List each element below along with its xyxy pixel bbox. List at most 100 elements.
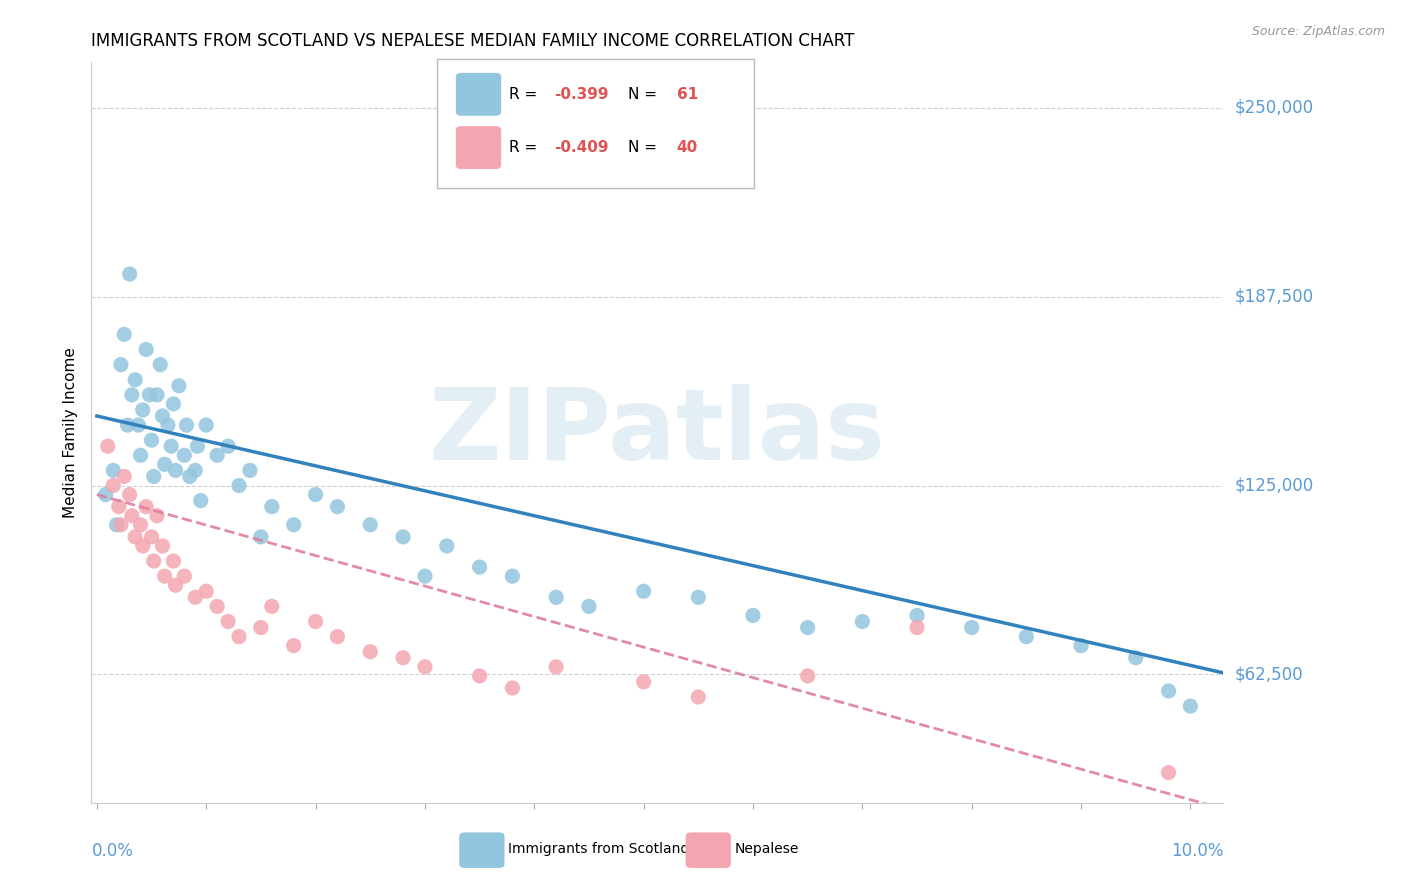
Point <box>146 388 169 402</box>
Point <box>110 358 132 372</box>
FancyBboxPatch shape <box>437 59 754 188</box>
Point <box>359 645 381 659</box>
FancyBboxPatch shape <box>686 832 731 868</box>
Point <box>117 418 139 433</box>
Point <box>250 530 273 544</box>
Point <box>205 448 228 462</box>
Point <box>1070 639 1092 653</box>
Point <box>173 569 195 583</box>
Point <box>217 615 239 629</box>
Point <box>135 343 157 357</box>
Text: 10.0%: 10.0% <box>1171 842 1223 860</box>
Point <box>217 439 239 453</box>
Point <box>152 409 174 423</box>
Point <box>121 388 143 402</box>
Text: 0.0%: 0.0% <box>91 842 134 860</box>
Point <box>1125 650 1147 665</box>
Text: N =: N = <box>628 87 662 102</box>
Point <box>688 591 710 605</box>
Point <box>688 690 710 704</box>
Point <box>118 267 141 281</box>
Point <box>326 630 349 644</box>
Text: $250,000: $250,000 <box>1234 99 1313 117</box>
Point <box>153 569 176 583</box>
Point <box>436 539 458 553</box>
Point <box>1180 699 1202 714</box>
Text: -0.409: -0.409 <box>554 140 609 155</box>
Point <box>546 660 568 674</box>
Point <box>124 530 146 544</box>
Y-axis label: Median Family Income: Median Family Income <box>62 347 77 518</box>
Point <box>195 584 218 599</box>
Point <box>186 439 208 453</box>
Text: Nepalese: Nepalese <box>734 842 799 856</box>
Point <box>905 621 928 635</box>
Point <box>392 530 415 544</box>
Point <box>501 569 523 583</box>
Point <box>160 439 183 453</box>
Point <box>129 517 152 532</box>
Point <box>413 569 436 583</box>
Point <box>124 373 146 387</box>
Point <box>118 487 141 501</box>
Point <box>1015 630 1038 644</box>
Point <box>127 418 149 433</box>
Point <box>228 478 250 492</box>
Point <box>578 599 600 614</box>
Point <box>103 463 125 477</box>
Point <box>260 500 283 514</box>
Point <box>103 478 125 492</box>
Point <box>138 388 160 402</box>
Point <box>132 539 155 553</box>
Point <box>468 669 491 683</box>
Point <box>468 560 491 574</box>
Point <box>304 615 326 629</box>
Point <box>129 448 152 462</box>
Point <box>112 327 135 342</box>
Point <box>742 608 765 623</box>
Text: 40: 40 <box>676 140 697 155</box>
Point <box>173 448 195 462</box>
Point <box>107 500 129 514</box>
Point <box>184 463 207 477</box>
Point <box>184 591 207 605</box>
Point <box>413 660 436 674</box>
Text: N =: N = <box>628 140 662 155</box>
Point <box>162 397 184 411</box>
Point <box>304 487 326 501</box>
Point <box>162 554 184 568</box>
Point <box>141 530 163 544</box>
Point <box>796 669 818 683</box>
Point <box>156 418 179 433</box>
Point <box>179 469 201 483</box>
Text: Immigrants from Scotland: Immigrants from Scotland <box>508 842 689 856</box>
FancyBboxPatch shape <box>456 126 501 169</box>
Point <box>132 403 155 417</box>
Point <box>851 615 873 629</box>
Point <box>392 650 415 665</box>
Point <box>142 469 165 483</box>
Point <box>112 469 135 483</box>
Point <box>1157 684 1180 698</box>
Point <box>146 508 169 523</box>
Text: 61: 61 <box>676 87 697 102</box>
Point <box>250 621 273 635</box>
Point <box>153 458 176 472</box>
Point <box>121 508 143 523</box>
Point <box>283 639 305 653</box>
Text: IMMIGRANTS FROM SCOTLAND VS NEPALESE MEDIAN FAMILY INCOME CORRELATION CHART: IMMIGRANTS FROM SCOTLAND VS NEPALESE MED… <box>91 32 855 50</box>
Point <box>905 608 928 623</box>
Point <box>796 621 818 635</box>
Point <box>1157 765 1180 780</box>
Point <box>239 463 262 477</box>
FancyBboxPatch shape <box>456 73 501 116</box>
Point <box>501 681 523 695</box>
Point <box>149 358 172 372</box>
Point <box>633 674 655 689</box>
Point <box>97 439 120 453</box>
Point <box>546 591 568 605</box>
Point <box>228 630 250 644</box>
Point <box>94 487 117 501</box>
Point <box>960 621 983 635</box>
Point <box>633 584 655 599</box>
